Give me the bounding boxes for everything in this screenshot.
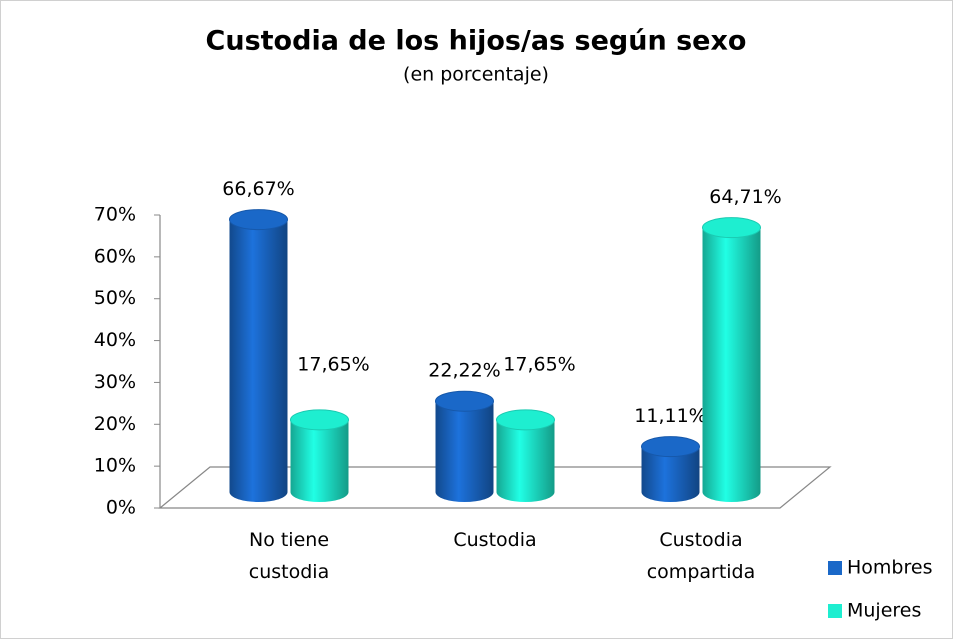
y-tick-label: 50% xyxy=(94,287,136,309)
bar-top xyxy=(290,409,349,431)
bar xyxy=(290,419,349,502)
bar xyxy=(435,401,494,502)
y-tick-label: 20% xyxy=(94,413,136,435)
x-tick-label-box: Custodia compartida xyxy=(646,529,756,583)
bar xyxy=(702,227,761,502)
floor xyxy=(158,466,832,509)
bar-top xyxy=(702,217,761,239)
bar-top xyxy=(496,409,555,431)
x-tick-label-box: No tiene custodia xyxy=(248,529,330,583)
y-tick-label: 0% xyxy=(106,497,136,519)
y-tick-label: 10% xyxy=(94,455,136,477)
x-tick-label-box: Custodia xyxy=(453,529,537,551)
data-label: 22,22% xyxy=(428,360,500,382)
bar xyxy=(641,446,700,502)
legend-label: Hombres xyxy=(847,557,932,579)
legend-swatch xyxy=(828,561,842,575)
legend-label: Mujeres xyxy=(847,600,921,622)
bar-top xyxy=(435,390,494,412)
chart-title: Custodia de los hijos/as según sexo xyxy=(206,26,747,57)
chart-subtitle: (en porcentaje) xyxy=(403,64,549,86)
y-tick-label: 70% xyxy=(94,204,136,226)
bar-top xyxy=(641,436,700,458)
y-tick-label: 60% xyxy=(94,245,136,267)
data-label: 17,65% xyxy=(503,353,575,375)
legend-swatch xyxy=(828,604,842,618)
x-tick-label: Custodia compartida xyxy=(646,529,756,583)
bar xyxy=(229,219,288,502)
data-label: 66,67% xyxy=(222,178,294,200)
y-tick-label: 30% xyxy=(94,371,136,393)
data-label: 11,11% xyxy=(634,405,706,427)
bar xyxy=(496,419,555,502)
data-label: 64,71% xyxy=(709,186,781,208)
data-label: 17,65% xyxy=(297,353,369,375)
x-tick-label: Custodia xyxy=(453,529,537,551)
bar-top xyxy=(229,209,288,231)
x-tick-label: No tiene custodia xyxy=(248,529,330,583)
y-tick-label: 40% xyxy=(94,329,136,351)
